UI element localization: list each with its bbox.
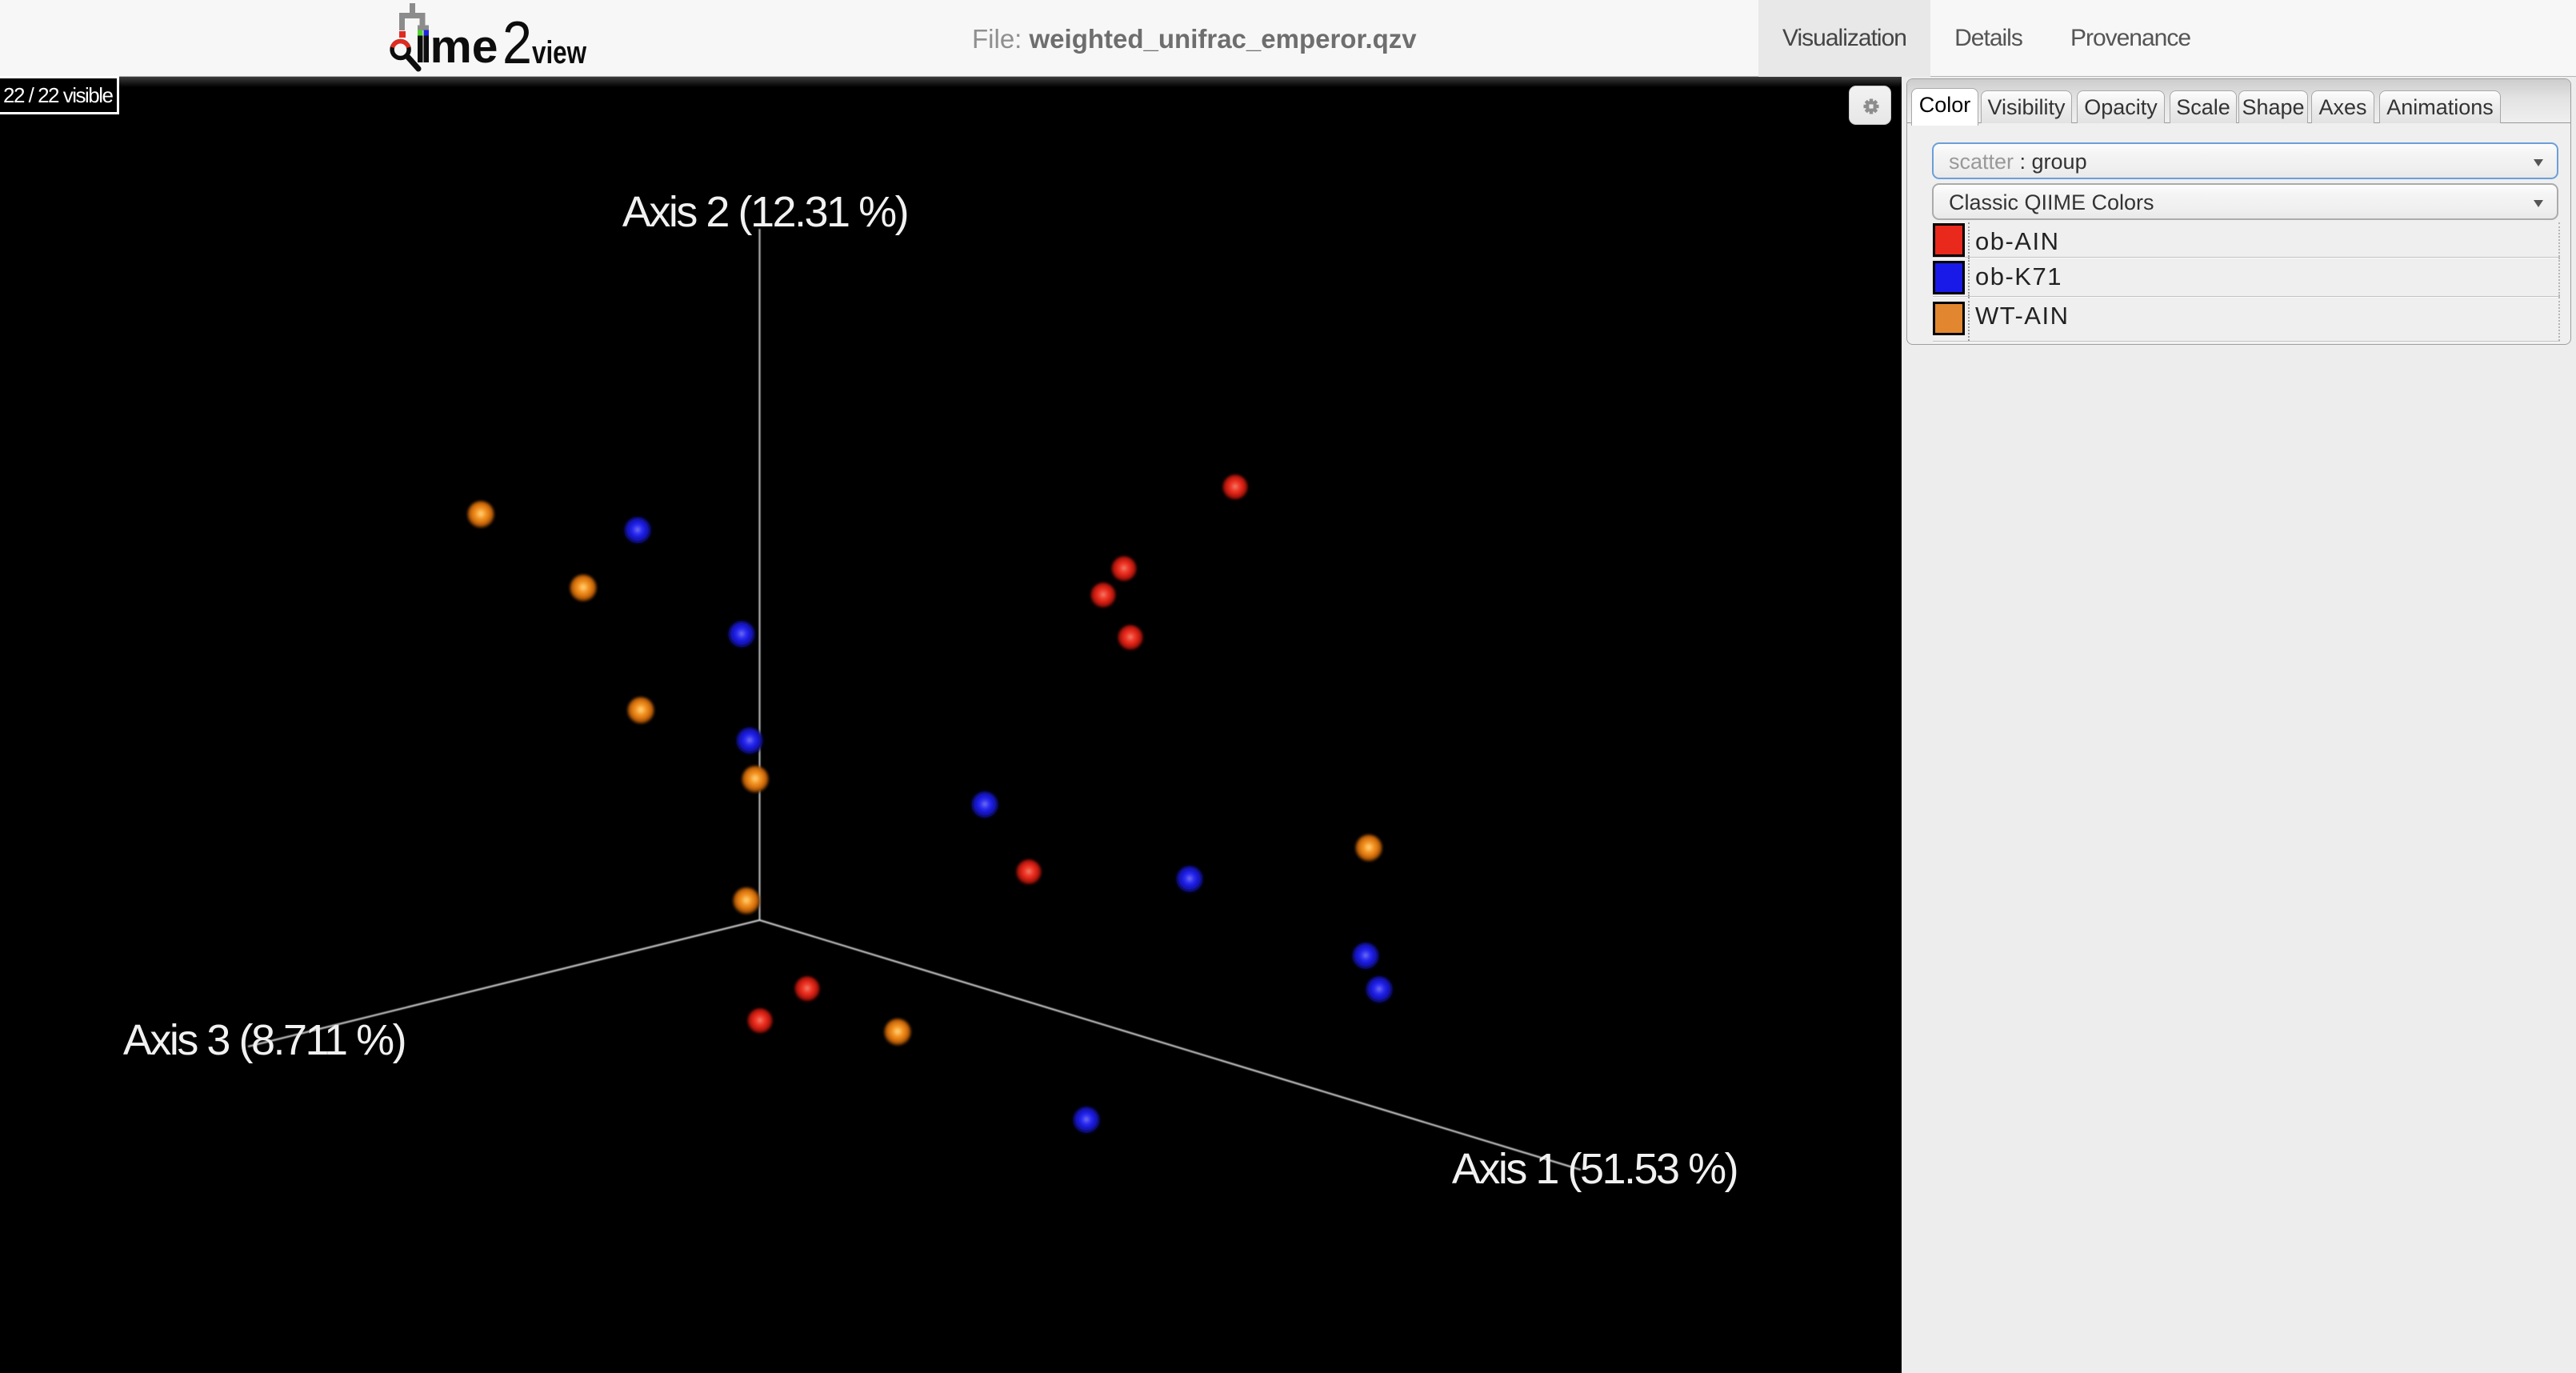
svg-text:2: 2 [502,9,532,75]
svg-text:Axis 3 (8.711 %): Axis 3 (8.711 %) [123,1016,405,1064]
svg-text:view: view [532,35,587,70]
svg-text:Axis 1 (51.53 %): Axis 1 (51.53 %) [1452,1145,1737,1193]
svg-text:me: me [430,21,498,73]
svg-text:Axis 2 (12.31 %): Axis 2 (12.31 %) [622,188,907,236]
